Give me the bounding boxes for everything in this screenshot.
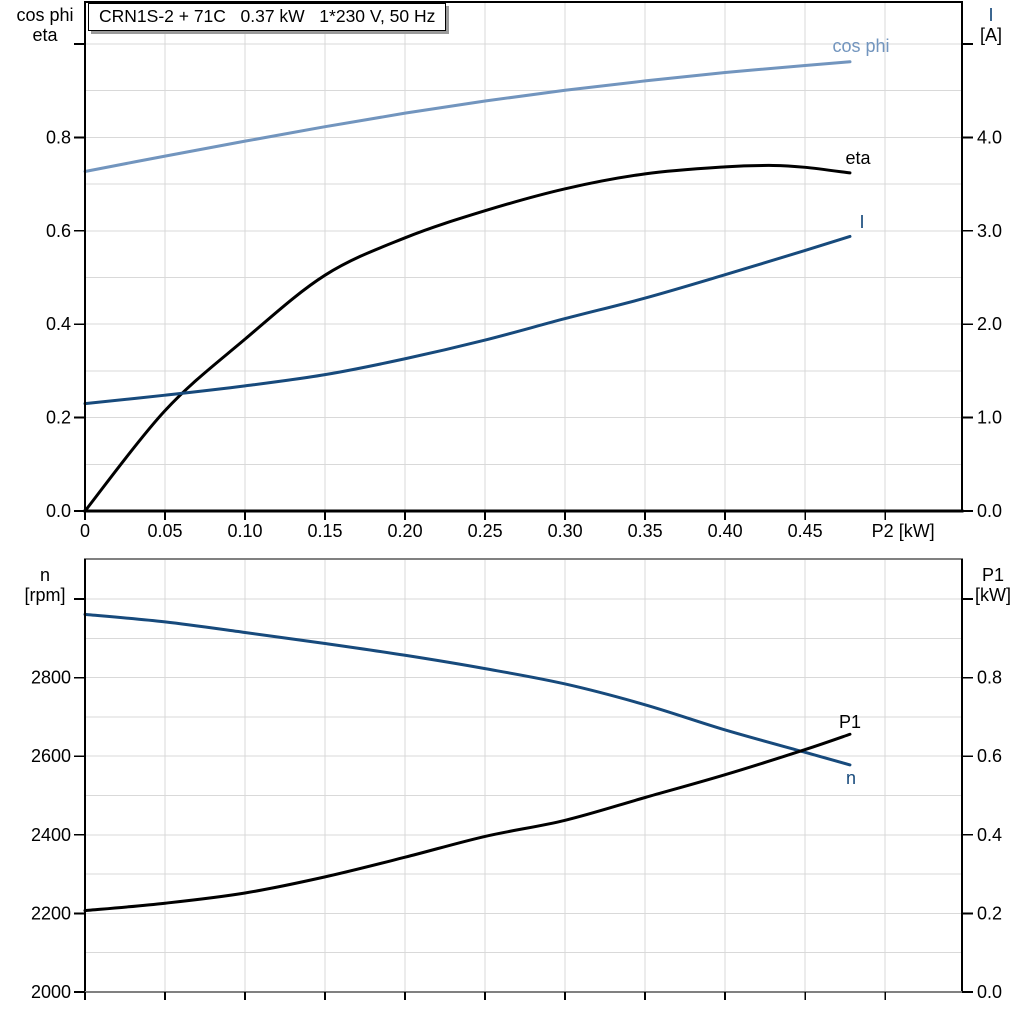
i-curve-label: I bbox=[859, 212, 864, 232]
p1-curve-label: P1 bbox=[839, 712, 861, 732]
p1-curve bbox=[83, 732, 852, 913]
x-axis-unit-label: P2 [kW] bbox=[872, 521, 935, 541]
rpm-unit-label: [rpm] bbox=[24, 585, 66, 605]
left-tick-label: 0.0 bbox=[46, 501, 71, 521]
right-tick-label: 0.0 bbox=[977, 982, 1002, 1002]
left-tick-label: 0.4 bbox=[46, 314, 71, 334]
x-tick-label: 0.30 bbox=[548, 521, 583, 541]
left-tick-label: 2000 bbox=[31, 982, 71, 1002]
x-tick-label: 0.15 bbox=[308, 521, 343, 541]
x-tick-label: 0.10 bbox=[228, 521, 263, 541]
x-tick-label: 0.25 bbox=[468, 521, 503, 541]
right-tick-label: 0.2 bbox=[977, 903, 1002, 923]
x-tick-label: 0 bbox=[80, 521, 90, 541]
chart-title-box: CRN1S-2 + 71C 0.37 kW 1*230 V, 50 Hz bbox=[88, 3, 447, 31]
speed-axis-label: n bbox=[39, 565, 50, 585]
right-tick-label: 4.0 bbox=[977, 127, 1002, 147]
left-tick-label: 0.2 bbox=[46, 408, 71, 428]
eta-curve-label: eta bbox=[845, 148, 871, 168]
left-tick-label: 2800 bbox=[31, 668, 71, 688]
x-tick-label: 0.05 bbox=[147, 521, 182, 541]
x-tick-label: 0.45 bbox=[788, 521, 823, 541]
right-tick-label: 0.6 bbox=[977, 746, 1002, 766]
x-tick-label: 0.35 bbox=[628, 521, 663, 541]
left-tick-label: 2600 bbox=[31, 746, 71, 766]
left-tick-label: 2400 bbox=[31, 825, 71, 845]
n-curve-label: n bbox=[846, 768, 856, 788]
right-tick-label: 0.0 bbox=[977, 501, 1002, 521]
x-tick-label: 0.40 bbox=[708, 521, 743, 541]
cos-phi-curve-label: cos phi bbox=[832, 36, 889, 56]
eta-axis-label: eta bbox=[32, 25, 58, 45]
cos-phi-axis-label: cos phi bbox=[16, 5, 74, 25]
left-tick-label: 0.8 bbox=[46, 127, 71, 147]
right-tick-label: 0.4 bbox=[977, 825, 1002, 845]
right-tick-label: 2.0 bbox=[977, 314, 1002, 334]
right-axis-title-bottom: P1 [kW] bbox=[963, 565, 1023, 605]
x-tick-label: 0.20 bbox=[388, 521, 423, 541]
left-tick-label: 2200 bbox=[31, 903, 71, 923]
cos-phi-curve bbox=[83, 60, 852, 174]
right-axis-title-top: I [A] bbox=[962, 5, 1020, 45]
p1-axis-label: P1 bbox=[981, 565, 1005, 585]
eta-curve bbox=[83, 163, 852, 513]
kw-unit-label: [kW] bbox=[975, 585, 1011, 605]
i-curve bbox=[83, 234, 852, 406]
ampere-unit-label: [A] bbox=[979, 25, 1002, 45]
current-axis-label: I bbox=[988, 5, 994, 25]
right-tick-label: 0.8 bbox=[977, 668, 1002, 688]
left-axis-title-top: cos phi eta bbox=[6, 5, 84, 45]
left-axis-title-bottom: n [rpm] bbox=[6, 565, 84, 605]
right-tick-label: 1.0 bbox=[977, 408, 1002, 428]
right-tick-label: 3.0 bbox=[977, 221, 1002, 241]
left-tick-label: 0.6 bbox=[46, 221, 71, 241]
n-curve bbox=[83, 612, 852, 767]
